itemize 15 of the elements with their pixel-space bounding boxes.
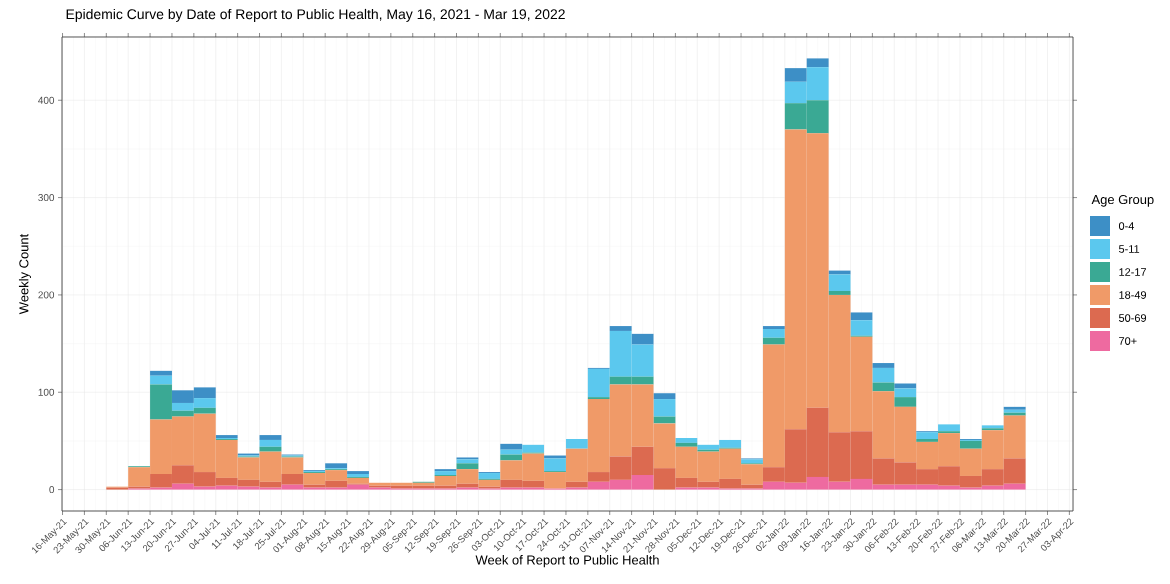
y-tick-label: 300 <box>38 194 55 202</box>
y-tick-label: 400 <box>38 96 55 104</box>
y-tick-label: 200 <box>38 291 55 299</box>
y-tick-label: 100 <box>38 388 55 396</box>
legend-label: 5-11 <box>1118 245 1140 253</box>
legend-label: 18-49 <box>1119 291 1147 299</box>
legend-label: 0-4 <box>1118 222 1135 230</box>
legend-label: 12-17 <box>1119 268 1147 276</box>
legend-label: 70+ <box>1119 337 1137 345</box>
legend-label: 50-69 <box>1118 314 1147 322</box>
x-axis-title: Week of Report to Public Health <box>475 555 659 568</box>
chart-title: Epidemic Curve by Date of Report to Public Health, May 16, 2021 - Mar 19, 2022 <box>66 8 565 22</box>
legend-title: Age Group <box>1091 194 1154 207</box>
y-axis-title: Weekly Count <box>18 233 32 315</box>
y-tick-label: 0 <box>49 486 55 494</box>
